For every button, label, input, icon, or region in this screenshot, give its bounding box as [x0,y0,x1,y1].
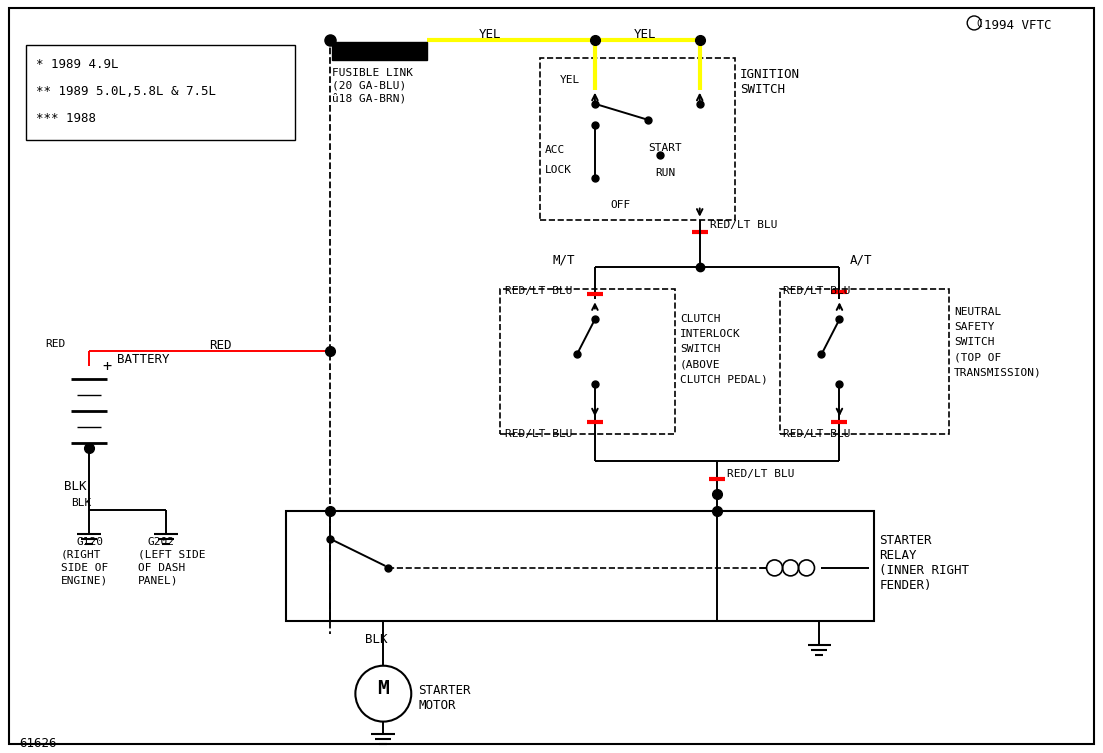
Text: FENDER): FENDER) [879,579,932,592]
Bar [332,42,427,60]
Text: A/T: A/T [849,254,872,267]
Text: TRANSMISSION): TRANSMISSION) [954,367,1042,377]
Bar [286,511,875,620]
Text: CLUTCH PEDAL): CLUTCH PEDAL) [679,374,768,384]
Text: STARTER: STARTER [879,534,932,547]
Text: MOTOR: MOTOR [418,699,456,712]
Text: 61626: 61626 [19,736,56,749]
Text: RED: RED [210,340,232,352]
Text: SAFETY: SAFETY [954,322,995,332]
Text: (ABOVE: (ABOVE [679,359,720,369]
Text: BLK: BLK [365,633,388,646]
Text: RED: RED [45,340,65,349]
Text: (TOP OF: (TOP OF [954,352,1002,362]
Text: YEL: YEL [633,28,656,41]
Text: (LEFT SIDE: (LEFT SIDE [138,550,205,560]
Text: G202: G202 [148,537,174,547]
Text: 1994 VFTC: 1994 VFTC [984,19,1051,32]
Text: BATTERY: BATTERY [117,353,170,366]
Bar [500,289,675,434]
Text: RUN: RUN [655,168,675,178]
Text: RED/LT BLU: RED/LT BLU [505,286,572,297]
Text: PANEL): PANEL) [138,576,179,586]
Text: YEL: YEL [560,75,580,85]
Bar [540,58,735,220]
Bar [26,45,296,140]
Text: G120: G120 [77,537,104,547]
Text: (RIGHT: (RIGHT [61,550,101,560]
Text: RED/LT BLU: RED/LT BLU [727,469,794,479]
Text: * 1989 4.9L: * 1989 4.9L [36,58,118,71]
Text: RELAY: RELAY [879,549,917,562]
Text: BLK: BLK [64,480,86,493]
Text: +: + [103,358,113,373]
Text: INTERLOCK: INTERLOCK [679,329,740,340]
Text: SWITCH: SWITCH [740,83,784,96]
Text: NEUTRAL: NEUTRAL [954,307,1002,318]
Text: (INNER RIGHT: (INNER RIGHT [879,564,970,577]
Text: FUSIBLE LINK: FUSIBLE LINK [332,68,414,78]
Text: RED/LT BLU: RED/LT BLU [782,286,850,297]
Text: (20 GA-BLU): (20 GA-BLU) [332,81,407,91]
Text: STARTER: STARTER [418,684,471,697]
Text: SWITCH: SWITCH [954,337,995,347]
Text: M/T: M/T [553,254,576,267]
Text: YEL: YEL [479,28,502,41]
Text: BLK: BLK [71,498,92,508]
Text: RED/LT BLU: RED/LT BLU [505,429,572,439]
Text: SWITCH: SWITCH [679,344,720,355]
Text: ACC: ACC [545,145,565,154]
Text: RED/LT BLU: RED/LT BLU [709,220,778,230]
Text: *** 1988: *** 1988 [36,111,96,125]
Text: M: M [377,679,389,698]
Text: LOCK: LOCK [545,165,572,175]
Text: ** 1989 5.0L,5.8L & 7.5L: ** 1989 5.0L,5.8L & 7.5L [36,85,216,98]
Text: SIDE OF: SIDE OF [61,563,108,573]
Text: START: START [647,143,682,153]
Bar [780,289,950,434]
Text: C: C [976,19,982,29]
Text: OF DASH: OF DASH [138,563,185,573]
Text: ȗ18 GA-BRN): ȗ18 GA-BRN) [332,94,407,104]
Text: ENGINE): ENGINE) [61,576,108,586]
Text: IGNITION: IGNITION [740,68,800,81]
Text: RED/LT BLU: RED/LT BLU [782,429,850,439]
Text: CLUTCH: CLUTCH [679,315,720,325]
Text: OFF: OFF [610,200,630,209]
